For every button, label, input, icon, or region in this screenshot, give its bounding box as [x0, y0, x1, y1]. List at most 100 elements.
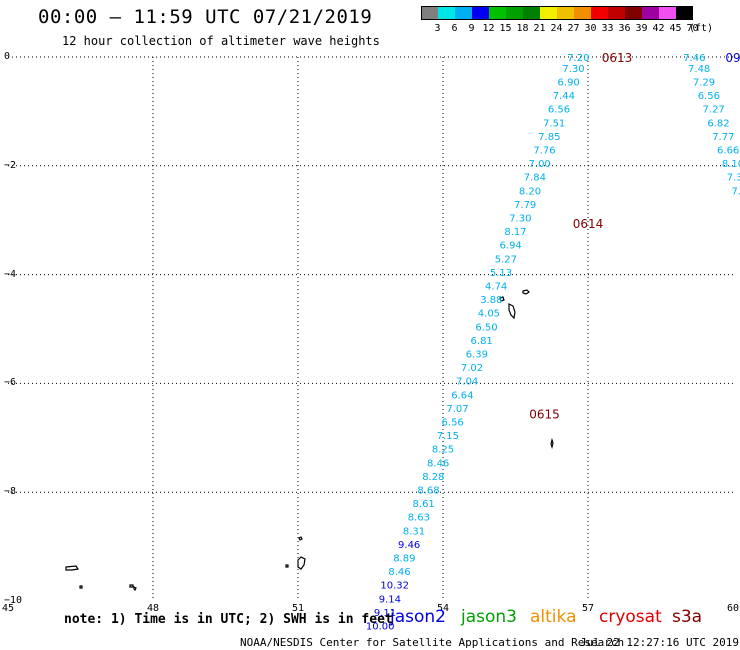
land-outline — [129, 584, 134, 588]
land-outline — [285, 564, 289, 568]
time-label: 0615 — [529, 407, 560, 421]
swh-value: 6.56 — [698, 91, 720, 102]
land-outline — [499, 296, 505, 302]
swh-value: 7.51 — [543, 118, 565, 129]
swh-value: 7.79 — [514, 200, 536, 211]
swh-value: 8.68 — [417, 485, 439, 496]
legend-label: 36 — [618, 23, 631, 34]
swh-value: 7.20 — [567, 53, 589, 64]
x-tick-label: 57 — [582, 603, 595, 614]
legend-label: 18 — [516, 23, 529, 34]
swh-value: 7.84 — [524, 173, 546, 184]
swh-value: 7.07 — [446, 404, 468, 415]
swh-value: 8.10 — [722, 159, 740, 170]
legend-label: 70 — [686, 23, 699, 34]
swh-value: 5.13 — [490, 268, 512, 279]
legend-label: 9 — [468, 23, 475, 34]
legend-frame — [421, 6, 693, 20]
legend-label: 21 — [533, 23, 546, 34]
legend-swatch — [421, 6, 438, 20]
satellite-name: jason2 — [390, 607, 446, 627]
swh-value: 6.64 — [451, 390, 473, 401]
legend-swatch — [659, 6, 676, 20]
y-tick-label: −2 — [4, 159, 17, 171]
grid — [8, 56, 733, 601]
swh-value: 10.32 — [380, 581, 409, 592]
legend-swatch — [540, 6, 557, 20]
x-tick-label: 54 — [437, 603, 450, 614]
swh-value: 6.39 — [466, 349, 488, 360]
swh-value: 9.11 — [374, 608, 396, 619]
legend-swatch — [557, 6, 574, 20]
swh-value: 6.56 — [548, 105, 570, 116]
swh-value: 7.00 — [529, 159, 551, 170]
swh-value: 7.77 — [712, 132, 734, 143]
swh-value: 6.82 — [707, 118, 729, 129]
legend-swatch — [506, 6, 523, 20]
footnote: note: 1) Time is in UTC; 2) SWH is in fe… — [64, 612, 393, 627]
legend-swatch — [676, 6, 693, 20]
swh-value: 7.76 — [533, 145, 555, 156]
land-outlines — [65, 289, 554, 592]
legend-swatch — [608, 6, 625, 20]
time-label: 09 — [725, 51, 740, 65]
swh-value: 6.50 — [475, 322, 497, 333]
swh-value: 8.46 — [388, 567, 410, 578]
land-outline — [65, 565, 80, 571]
swh-value: 4.05 — [478, 309, 500, 320]
swh-value: 8.63 — [408, 513, 430, 524]
legend-swatch — [472, 6, 489, 20]
timestamp: Jul 22 12:27:16 UTC 2019 — [580, 636, 739, 649]
y-tick-label: −4 — [4, 268, 17, 280]
y-tick-label: −10 — [4, 595, 23, 606]
track-b: 7.467.487.296.567.276.827.776.668.107.39… — [683, 53, 740, 211]
swh-value: 7.30 — [562, 64, 584, 75]
time-label: 0614 — [573, 217, 604, 231]
swh-value: 6.56 — [442, 417, 464, 428]
swh-value: 8.46 — [427, 458, 449, 469]
chart-subtitle: 12 hour collection of altimeter wave hei… — [62, 34, 380, 48]
legend-label: 33 — [601, 23, 614, 34]
swh-value: 7.46 — [683, 53, 705, 64]
swh-value: 7.39 — [727, 173, 740, 184]
land-outline — [297, 556, 306, 570]
satellite-name: altika — [530, 607, 577, 627]
legend-swatch — [523, 6, 540, 20]
satellite-name: s3a — [672, 607, 703, 627]
satellite-name: jason3 — [461, 607, 517, 627]
swh-value: 7.48 — [732, 186, 740, 197]
swh-value: 10.00 — [366, 621, 395, 632]
swh-value: 7.44 — [553, 91, 575, 102]
land-outline — [522, 289, 530, 295]
legend-swatch — [574, 6, 591, 20]
land-outline — [550, 437, 554, 450]
legend-label: 3 — [434, 23, 441, 34]
legend-swatch — [642, 6, 659, 20]
legend-label: 45 — [669, 23, 682, 34]
swh-value: 3.88 — [480, 295, 502, 306]
swh-value: 7.30 — [509, 213, 531, 224]
x-tick-label: 48 — [147, 603, 160, 614]
satellite-name: cryosat — [599, 607, 662, 627]
time-label: 0613 — [602, 51, 633, 65]
land-outline — [298, 536, 303, 541]
legend-label: 24 — [550, 23, 563, 34]
swh-value: 4.74 — [485, 281, 507, 292]
swh-value: 7.04 — [456, 377, 478, 388]
credit-line: NOAA/NESDIS Center for Satellite Applica… — [240, 636, 625, 649]
swh-value: 6.81 — [471, 336, 493, 347]
legend-label: 39 — [635, 23, 648, 34]
legend-label: 15 — [499, 23, 512, 34]
y-tick-label: 0 — [4, 51, 11, 62]
swh-value: 9.46 — [398, 540, 420, 551]
legend-label: 6 — [451, 23, 458, 34]
swh-value: 6.66 — [717, 145, 739, 156]
swh-value: 8.28 — [422, 472, 444, 483]
swh-value: 6.90 — [558, 77, 580, 88]
swh-value: 8.61 — [413, 499, 435, 510]
legend-swatch — [625, 6, 642, 20]
y-tick-label: −6 — [4, 377, 17, 389]
y-tick-label: −8 — [4, 486, 17, 498]
swh-value: 7.29 — [693, 77, 715, 88]
